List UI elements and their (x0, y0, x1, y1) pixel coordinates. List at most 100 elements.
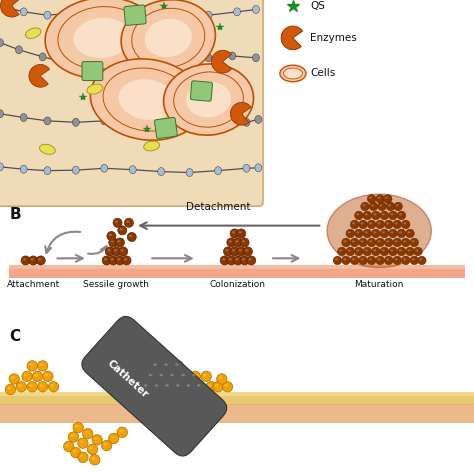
Ellipse shape (382, 231, 385, 233)
Ellipse shape (186, 384, 190, 387)
Ellipse shape (126, 220, 129, 223)
Ellipse shape (361, 222, 364, 225)
Ellipse shape (361, 240, 364, 243)
Ellipse shape (110, 258, 114, 261)
Ellipse shape (365, 249, 368, 251)
Ellipse shape (253, 54, 259, 62)
Ellipse shape (44, 117, 51, 125)
Ellipse shape (363, 229, 372, 238)
Ellipse shape (243, 164, 250, 172)
Ellipse shape (124, 258, 127, 261)
Ellipse shape (228, 240, 232, 243)
Ellipse shape (395, 240, 398, 243)
Ellipse shape (367, 194, 376, 203)
Ellipse shape (344, 240, 346, 243)
Ellipse shape (91, 457, 95, 460)
Ellipse shape (372, 229, 380, 238)
Ellipse shape (43, 371, 53, 382)
Ellipse shape (30, 258, 34, 261)
Ellipse shape (39, 364, 43, 366)
Ellipse shape (352, 240, 355, 243)
Ellipse shape (228, 258, 232, 261)
Ellipse shape (215, 120, 221, 128)
Ellipse shape (378, 258, 381, 261)
Ellipse shape (68, 9, 74, 17)
FancyBboxPatch shape (124, 5, 146, 26)
Ellipse shape (229, 52, 236, 60)
Ellipse shape (132, 8, 205, 68)
Ellipse shape (192, 374, 196, 376)
Ellipse shape (87, 84, 103, 94)
Wedge shape (281, 26, 302, 50)
Ellipse shape (363, 247, 372, 256)
Ellipse shape (73, 18, 130, 58)
FancyBboxPatch shape (0, 0, 263, 206)
Ellipse shape (380, 204, 383, 207)
Ellipse shape (119, 429, 123, 432)
Ellipse shape (399, 213, 402, 215)
Ellipse shape (215, 384, 219, 387)
Ellipse shape (369, 240, 372, 243)
Ellipse shape (20, 8, 27, 16)
Ellipse shape (397, 247, 406, 256)
Ellipse shape (384, 256, 393, 265)
Ellipse shape (386, 258, 389, 261)
Ellipse shape (124, 218, 133, 228)
Ellipse shape (34, 374, 38, 376)
Ellipse shape (369, 222, 372, 225)
Ellipse shape (355, 211, 363, 220)
Ellipse shape (120, 2, 127, 9)
Ellipse shape (240, 256, 249, 265)
Ellipse shape (369, 202, 378, 211)
Ellipse shape (94, 437, 98, 440)
Ellipse shape (401, 256, 410, 265)
Text: QS: QS (310, 1, 325, 11)
Ellipse shape (374, 231, 376, 233)
Ellipse shape (158, 168, 164, 175)
Ellipse shape (109, 238, 118, 247)
Ellipse shape (73, 450, 76, 453)
Text: Enzymes: Enzymes (310, 33, 357, 43)
Ellipse shape (205, 11, 212, 19)
Ellipse shape (157, 371, 168, 382)
Ellipse shape (352, 222, 355, 225)
Ellipse shape (213, 382, 223, 392)
FancyBboxPatch shape (82, 62, 103, 81)
Ellipse shape (89, 447, 93, 449)
Ellipse shape (224, 384, 228, 387)
Ellipse shape (227, 256, 236, 265)
Ellipse shape (219, 376, 222, 379)
Ellipse shape (408, 249, 410, 251)
Ellipse shape (382, 213, 385, 215)
Ellipse shape (393, 256, 401, 265)
Ellipse shape (245, 249, 248, 251)
Ellipse shape (365, 231, 368, 233)
Ellipse shape (1, 3, 8, 11)
Ellipse shape (113, 218, 122, 228)
Ellipse shape (119, 228, 123, 230)
Ellipse shape (235, 240, 238, 243)
Ellipse shape (371, 204, 374, 207)
Ellipse shape (232, 231, 235, 233)
Ellipse shape (372, 211, 380, 220)
Ellipse shape (148, 62, 155, 69)
Ellipse shape (104, 258, 107, 261)
Ellipse shape (159, 374, 163, 376)
Ellipse shape (109, 433, 119, 444)
Ellipse shape (391, 231, 393, 233)
Ellipse shape (177, 58, 183, 65)
Ellipse shape (11, 376, 15, 379)
Ellipse shape (37, 361, 48, 371)
Ellipse shape (348, 249, 351, 251)
Ellipse shape (0, 39, 3, 46)
Ellipse shape (145, 19, 192, 57)
Ellipse shape (395, 222, 398, 225)
Ellipse shape (378, 240, 381, 243)
Ellipse shape (339, 249, 342, 251)
Ellipse shape (406, 247, 414, 256)
Ellipse shape (401, 238, 410, 247)
Ellipse shape (222, 382, 233, 392)
Ellipse shape (244, 247, 252, 256)
Ellipse shape (20, 165, 27, 173)
Ellipse shape (412, 258, 415, 261)
